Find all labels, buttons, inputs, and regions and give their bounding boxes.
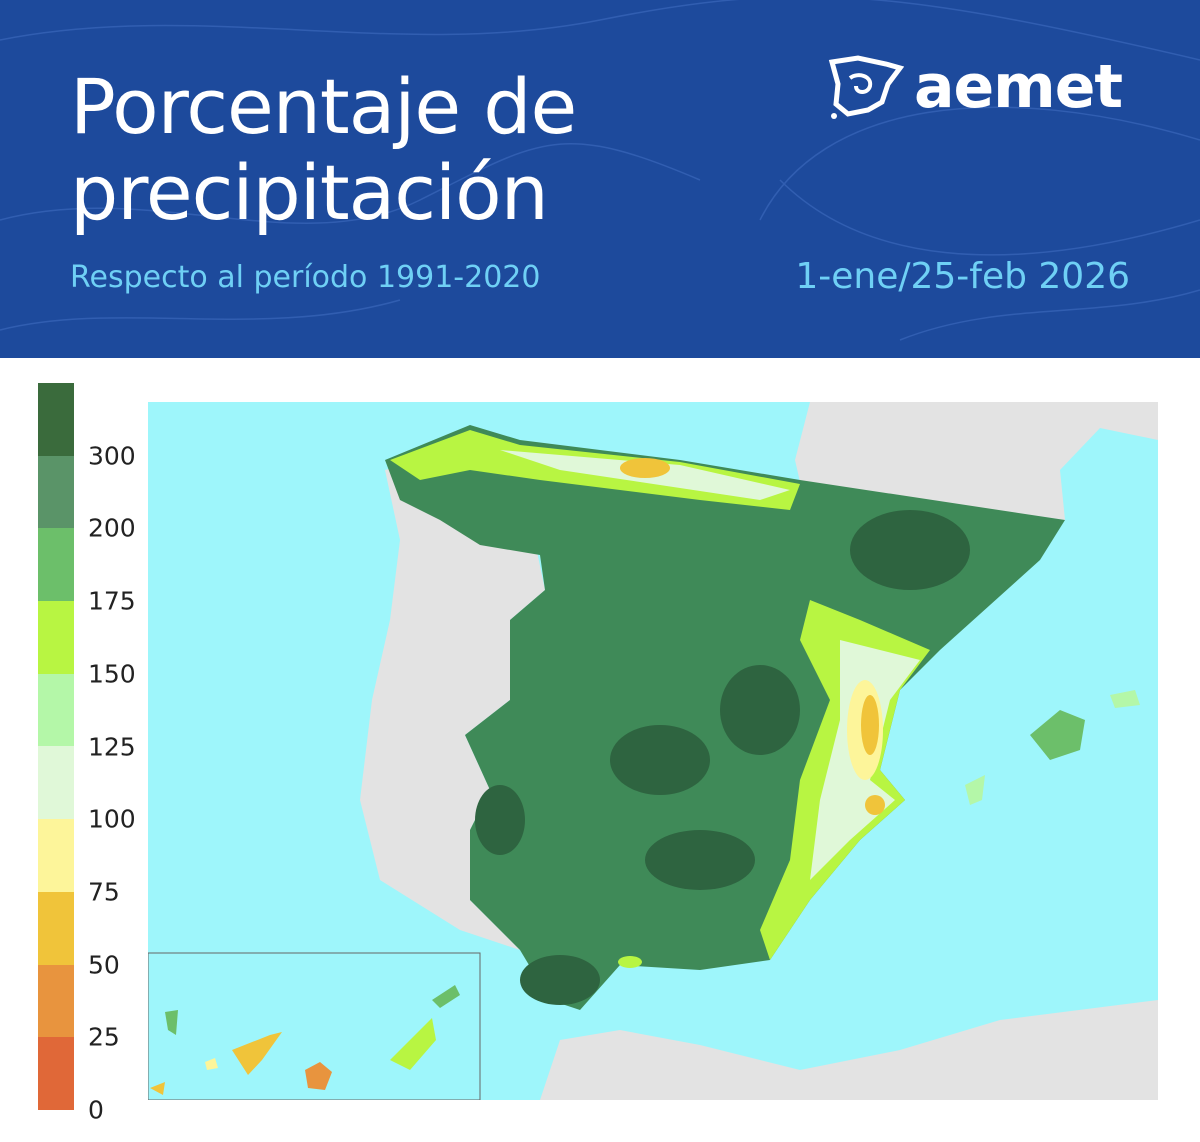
africa [540,1000,1158,1100]
header-banner: Porcentaje de precipitación Respecto al … [0,0,1200,358]
legend-swatch [38,528,74,602]
legend-label: 25 [88,1022,120,1052]
legend-swatch [38,1037,74,1110]
aemet-logo-icon [828,55,904,119]
subtitle: Respecto al período 1991-2020 [70,260,541,295]
legend-swatch [38,891,74,965]
canary-islands [150,985,460,1095]
legend-label: 125 [88,732,136,761]
legend-swatch [38,746,74,820]
color-legend [38,383,74,1110]
legend-label: 200 [88,513,136,543]
logo-text: aemet [914,52,1123,122]
aemet-logo: aemet [828,52,1123,122]
legend-swatch [38,819,74,892]
legend-label: 75 [88,877,120,907]
legend-swatch [38,601,74,674]
legend-swatch [38,455,74,529]
legend-label: 100 [88,804,136,834]
france [795,402,1158,520]
balearic-islands [965,690,1140,805]
title-line-1: Porcentaje de [70,62,577,151]
date-range: 1-ene/25-feb 2026 [795,256,1130,297]
contour-lines-decoration [0,0,1200,341]
legend-label: 175 [88,586,136,616]
legend-label: 50 [88,950,120,980]
legend-label: 150 [88,659,136,689]
portugal [360,445,545,950]
precipitation-map [148,402,1158,1100]
legend-swatch [38,964,74,1038]
legend-swatch [38,673,74,747]
legend-swatch [38,383,74,456]
legend-label: 300 [88,441,136,471]
precipitation-zones [390,430,970,1005]
title-line-2: precipitación [70,148,549,237]
page-title: Porcentaje de precipitación [70,62,577,237]
legend-label: 0 [88,1095,104,1125]
